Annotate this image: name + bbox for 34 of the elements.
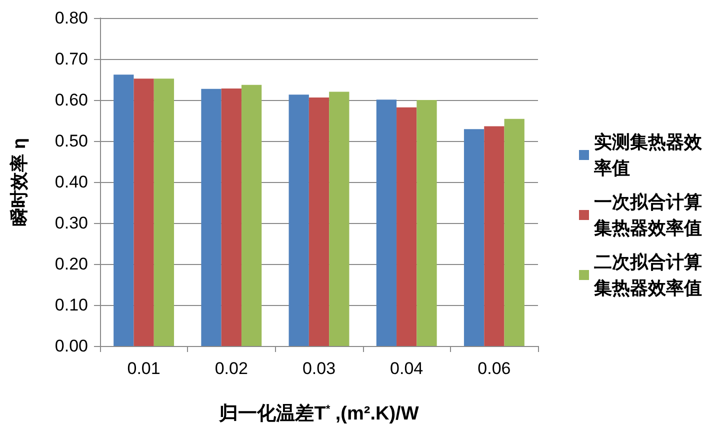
bar [464,129,484,346]
legend-label: 二次拟合计算集热器效率值 [593,252,702,298]
y-tick-label: 0.80 [54,8,88,28]
bar [241,84,262,346]
bar [201,88,222,346]
bar [308,98,330,346]
x-tick-label: 0.06 [478,359,511,378]
y-tick-label: 0.70 [54,50,88,68]
x-tick-label: 0.04 [390,359,424,378]
y-tick-label: 0.00 [54,336,88,356]
bar [504,118,524,346]
y-tick-label: 0.40 [54,172,88,192]
x-tick-label: 0.02 [214,359,248,378]
y-tick-label: 0.20 [54,254,88,274]
bar [221,88,242,346]
bar [376,100,397,346]
x-tick-label: 0.01 [127,359,160,378]
bar [484,126,504,346]
bar [114,74,134,346]
bar [134,78,154,346]
y-tick-label: 0.50 [54,132,88,150]
y-axis-title: 瞬时效率 η [9,138,29,226]
x-tick-label: 0.03 [302,359,336,378]
bar [329,92,350,346]
bar [288,94,309,346]
y-tick-label: 0.30 [54,214,88,232]
bar [154,78,174,346]
bar [416,100,437,346]
bar [396,107,417,346]
y-tick-label: 0.60 [54,90,88,110]
y-tick-label: 0.10 [54,296,88,314]
legend-label: 实测集热器效率值 [593,132,703,178]
x-axis-title: 归一化温差T* ,(m².K)/W [218,402,419,424]
legend-label: 一次拟合计算集热器效率值 [593,192,702,238]
